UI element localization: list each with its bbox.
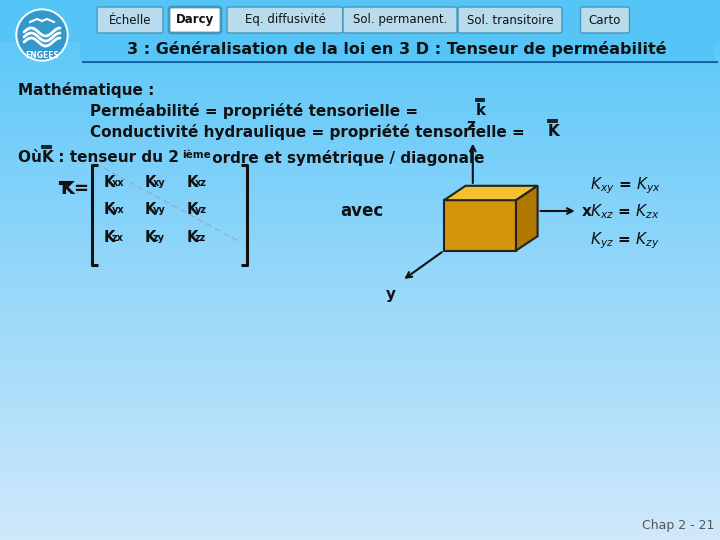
FancyBboxPatch shape [227,7,343,33]
Text: x: x [582,204,591,219]
FancyBboxPatch shape [580,7,629,33]
Text: Darcy: Darcy [176,14,214,26]
Text: ordre et symétrique / diagonale: ordre et symétrique / diagonale [207,150,485,166]
Text: yz: yz [195,205,207,215]
Bar [80,38,715,60]
Text: yx: yx [112,205,125,215]
Text: K: K [145,175,156,190]
FancyBboxPatch shape [97,7,163,33]
Text: $K_{yz}$ = $K_{zy}$: $K_{yz}$ = $K_{zy}$ [590,230,660,251]
Polygon shape [444,186,538,200]
Text: Mathématique :: Mathématique : [18,82,154,98]
Text: Sol. transitoire: Sol. transitoire [467,14,553,26]
Text: k: k [476,103,486,118]
Text: K: K [104,175,115,190]
Text: Où: Où [18,150,47,165]
Text: K: K [187,230,199,245]
Text: K: K [145,230,156,245]
Text: y: y [386,287,396,302]
Text: Chap 2 - 21: Chap 2 - 21 [642,519,714,532]
Text: Eq. diffusivité: Eq. diffusivité [245,14,325,26]
Text: K: K [548,124,559,139]
Text: xx: xx [112,178,125,188]
Text: Perméabilité = propriété tensorielle =: Perméabilité = propriété tensorielle = [90,103,423,119]
Text: zy: zy [153,233,165,243]
Circle shape [16,9,68,61]
Text: zx: zx [112,233,124,243]
Text: K: K [187,175,199,190]
Text: K: K [187,202,199,217]
Text: avec: avec [340,202,383,220]
Polygon shape [444,200,516,251]
Text: zz: zz [195,233,206,243]
FancyBboxPatch shape [343,7,457,33]
Text: $K_{xz}$ = $K_{zx}$: $K_{xz}$ = $K_{zx}$ [590,202,660,221]
Text: K: K [42,150,54,165]
Text: =: = [73,180,88,198]
Text: K: K [104,230,115,245]
Text: K: K [145,202,156,217]
Text: yy: yy [153,205,166,215]
Text: xy: xy [153,178,166,188]
Text: Carto: Carto [589,14,621,26]
Text: ENGEES: ENGEES [25,51,59,60]
Text: K: K [104,202,115,217]
Text: $K_{xy}$ = $K_{yx}$: $K_{xy}$ = $K_{yx}$ [590,175,661,195]
Text: : tenseur du 2: : tenseur du 2 [53,150,179,165]
Polygon shape [516,186,538,251]
Text: Conductivité hydraulique = propriété tensorielle =: Conductivité hydraulique = propriété ten… [90,124,530,140]
Text: xz: xz [195,178,207,188]
Circle shape [18,11,66,59]
Text: Échelle: Échelle [109,14,151,26]
Text: 3 : Généralisation de la loi en 3 D : Tenseur de perméabilité: 3 : Généralisation de la loi en 3 D : Te… [127,41,667,57]
Bar [0,0,720,42]
Text: z: z [467,118,475,133]
Text: ième: ième [182,150,211,160]
Text: K: K [60,180,74,198]
FancyBboxPatch shape [458,7,562,33]
FancyBboxPatch shape [169,7,221,33]
Text: Sol. permanent.: Sol. permanent. [353,14,447,26]
